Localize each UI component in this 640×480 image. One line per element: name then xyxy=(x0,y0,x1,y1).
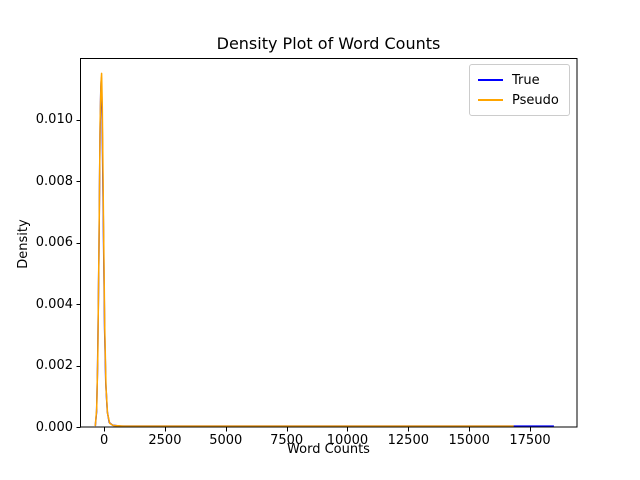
series-line-pseudo xyxy=(94,72,514,427)
x-tick-label-1: 2500 xyxy=(148,433,182,448)
x-tick-label-5: 12500 xyxy=(387,433,429,448)
x-tick-label-4: 10000 xyxy=(326,433,369,448)
axes-border xyxy=(80,58,578,428)
legend-item-pseudo: Pseudo xyxy=(478,90,561,110)
series-line-true xyxy=(94,77,554,427)
x-tick-label-7: 17500 xyxy=(509,433,551,448)
y-tick-label-4: 0.008 xyxy=(35,173,73,189)
x-tick-label-3: 7500 xyxy=(270,433,304,448)
y-tick-label-3: 0.006 xyxy=(35,235,73,250)
x-tick-label-0: 0 xyxy=(99,433,109,448)
legend-line-sample-pseudo xyxy=(478,99,503,101)
x-tick-label-2: 5000 xyxy=(209,433,243,448)
x-axis-label: Word Counts xyxy=(287,442,370,457)
y-tick-label-1: 0.002 xyxy=(35,358,73,373)
y-tick-label-2: 0.004 xyxy=(35,296,73,312)
y-tick-label-0: 0.000 xyxy=(35,419,73,435)
chart-title: Density Plot of Word Counts xyxy=(216,34,441,53)
legend-line-sample-true xyxy=(478,79,503,81)
legend-item-true: True xyxy=(478,70,561,90)
y-tick-label-5: 0.010 xyxy=(35,112,73,127)
tick-marks xyxy=(76,120,531,432)
legend: True Pseudo xyxy=(469,64,570,116)
legend-label-pseudo: Pseudo xyxy=(512,92,559,108)
x-tick-label-6: 15000 xyxy=(448,433,490,448)
legend-label-true: True xyxy=(512,72,540,88)
